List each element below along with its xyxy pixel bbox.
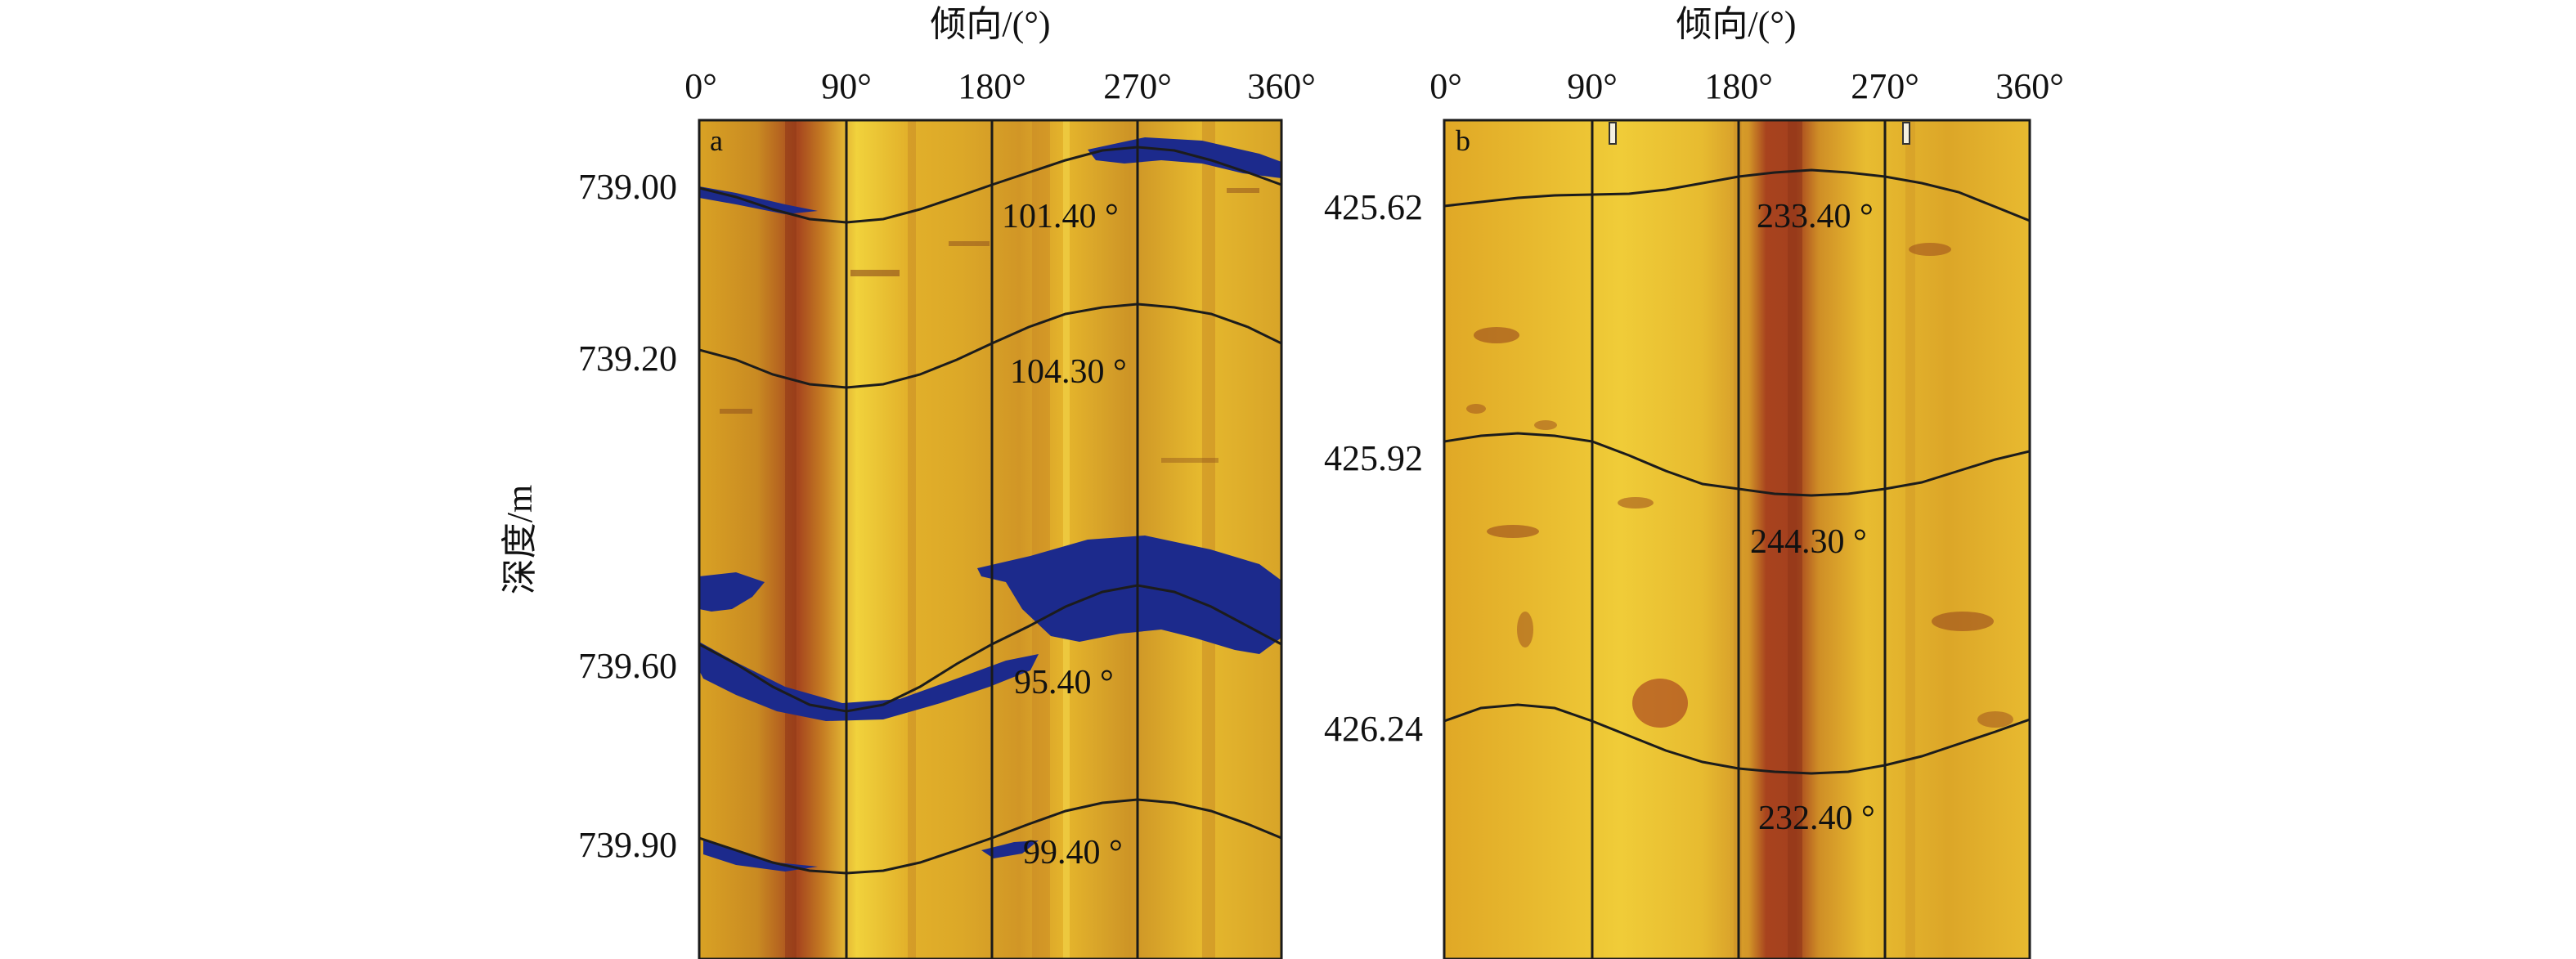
panel-a-x-ticks: 0° 90° 180° 270° 360° [684, 66, 1316, 106]
panel-a-cavity-bottom [703, 840, 818, 872]
panel-a-dip-label-1: 101.40 ° [1002, 198, 1119, 235]
panel-b-x-axis-title: 倾向/(°) [1676, 4, 1796, 44]
panel-b-tick-0: 0° [1429, 66, 1462, 106]
panel-a-x-axis-title: 倾向/(°) [930, 4, 1050, 44]
panel-b-frame [1443, 119, 2031, 959]
panel-a-depth-0: 739.00 [578, 167, 677, 207]
panel-a-dip-label-3: 95.40 ° [1014, 664, 1114, 701]
panel-a-dip-label-2: 104.30 ° [1010, 353, 1127, 391]
panel-b-dip-label-3: 232.40 ° [1758, 800, 1875, 837]
panel-a-tick-270: 270° [1103, 66, 1172, 106]
panel-b-depth-labels: 425.62 425.92 426.24 [1324, 187, 1423, 749]
panel-a-depth-labels: 739.00 739.20 739.60 739.90 [578, 167, 677, 865]
panel-b-tick-90: 90° [1567, 66, 1618, 106]
panel-a-dip-labels: 101.40 ° 104.30 ° 95.40 ° 99.40 ° [1002, 198, 1127, 872]
panel-b-tick-270: 270° [1851, 66, 1919, 106]
panel-b-depth-0: 425.62 [1324, 187, 1423, 227]
panel-b-dip-label-2: 244.30 ° [1750, 523, 1867, 561]
panel-a-cavity-middle [977, 536, 1281, 654]
panel-a-cavity-top-left [699, 186, 818, 214]
panel-a: 倾向/(°) 0° 90° 180° 270° 360° 739.00 739.… [578, 4, 1316, 959]
panel-b-borehole-image [1444, 120, 2030, 959]
panel-a-depth-1: 739.20 [578, 338, 677, 379]
panel-b-dip-label-1: 233.40 ° [1757, 198, 1874, 235]
panel-b-depth-1: 425.92 [1324, 438, 1423, 478]
panel-a-tick-90: 90° [821, 66, 872, 106]
panel-a-cavity-band [699, 642, 1039, 721]
panel-a-tick-180: 180° [958, 66, 1026, 106]
panel-a-tick-0: 0° [684, 66, 717, 106]
panel-a-frame [698, 119, 1283, 959]
panel-a-cavity-left [699, 572, 765, 612]
panel-a-borehole-image [699, 120, 1281, 959]
y-axis-label: 深度/m [500, 485, 540, 594]
panel-b-depth-2: 426.24 [1324, 709, 1423, 749]
panel-b-x-ticks: 0° 90° 180° 270° 360° [1429, 66, 2064, 106]
panel-b-tick-360: 360° [1995, 66, 2064, 106]
panel-a-tick-360: 360° [1247, 66, 1316, 106]
panel-a-dip-label-4: 99.40 ° [1023, 834, 1123, 872]
panel-a-depth-3: 739.90 [578, 825, 677, 865]
panel-b-dip-labels: 233.40 ° 244.30 ° 232.40 ° [1750, 198, 1875, 837]
panel-b-tick-180: 180° [1704, 66, 1773, 106]
panel-a-depth-2: 739.60 [578, 646, 677, 686]
panel-b: 倾向/(°) 0° 90° 180° 270° 360° 425.62 425.… [1324, 4, 2064, 959]
panel-a-label: a [710, 124, 723, 157]
panel-b-label: b [1456, 124, 1470, 157]
